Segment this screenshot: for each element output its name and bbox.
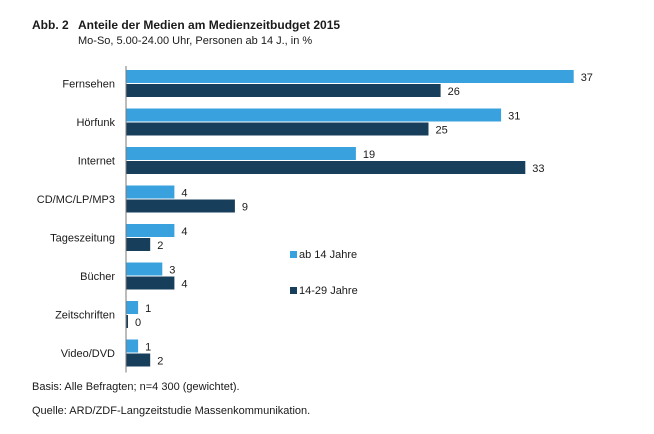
- bar-14-29-jahre-fernsehen: [126, 84, 441, 97]
- category-label-zeitschriften: Zeitschriften: [55, 310, 115, 322]
- bar-ab-14-jahre-internet: [126, 147, 356, 160]
- legend-label-ab-14-jahre: ab 14 Jahre: [299, 249, 357, 261]
- figure-number: Abb. 2: [32, 18, 69, 32]
- bar-ab-14-jahre-buecher: [126, 262, 163, 276]
- bar-14-29-jahre-cd-mc-lp-mp3: [126, 199, 235, 213]
- value-label-ab-14-jahre-zeitschriften: 1: [145, 303, 151, 315]
- category-label-cd-mc-lp-mp3: CD/MC/LP/MP3: [37, 194, 115, 206]
- legend: ab 14 Jahre 14-29 Jahre: [290, 249, 358, 297]
- legend-label-14-29-jahre: 14-29 Jahre: [299, 285, 358, 297]
- value-label-14-29-jahre-fernsehen: 26: [448, 86, 460, 98]
- source-note: Quelle: ARD/ZDF-Langzeitstudie Massenkom…: [32, 405, 311, 417]
- value-label-ab-14-jahre-buecher: 3: [169, 265, 175, 277]
- bar-ab-14-jahre-tageszeitung: [126, 224, 175, 237]
- category-label-fernsehen: Fernsehen: [62, 79, 115, 91]
- value-label-ab-14-jahre-hoerfunk: 31: [508, 111, 520, 123]
- value-label-14-29-jahre-zeitschriften: 0: [135, 317, 141, 329]
- value-label-14-29-jahre-cd-mc-lp-mp3: 9: [242, 202, 248, 214]
- value-label-14-29-jahre-hoerfunk: 25: [436, 125, 448, 137]
- bar-ab-14-jahre-cd-mc-lp-mp3: [126, 185, 175, 199]
- bar-ab-14-jahre-zeitschriften: [126, 301, 139, 314]
- value-label-14-29-jahre-buecher: 4: [181, 279, 187, 291]
- value-label-14-29-jahre-internet: 33: [532, 163, 544, 175]
- legend-swatch-ab-14-jahre: [290, 251, 297, 258]
- bar-14-29-jahre-tageszeitung: [126, 238, 151, 251]
- value-label-14-29-jahre-video-dvd: 2: [157, 356, 163, 368]
- category-label-internet: Internet: [78, 156, 115, 168]
- value-label-ab-14-jahre-video-dvd: 1: [145, 342, 151, 354]
- bar-ab-14-jahre-video-dvd: [126, 339, 139, 353]
- value-label-ab-14-jahre-cd-mc-lp-mp3: 4: [181, 188, 187, 200]
- category-label-video-dvd: Video/DVD: [61, 348, 115, 360]
- figure-title: Anteile der Medien am Medienzeitbudget 2…: [78, 18, 341, 32]
- basis-note: Basis: Alle Befragten; n=4 300 (gewichte…: [32, 381, 240, 393]
- value-label-ab-14-jahre-internet: 19: [363, 149, 375, 161]
- bar-ab-14-jahre-fernsehen: [126, 70, 574, 83]
- chart-subtitle: Mo-So, 5.00-24.00 Uhr, Personen ab 14 J.…: [78, 35, 313, 47]
- category-label-hoerfunk: Hörfunk: [76, 117, 115, 129]
- category-label-buecher: Bücher: [80, 271, 115, 283]
- legend-swatch-14-29-jahre: [290, 287, 297, 294]
- bar-14-29-jahre-internet: [126, 161, 526, 174]
- chart-title: Abb. 2 Anteile der Medien am Medienzeitbu…: [32, 18, 340, 32]
- value-label-ab-14-jahre-fernsehen: 37: [581, 72, 593, 84]
- value-label-ab-14-jahre-tageszeitung: 4: [181, 226, 187, 238]
- bar-14-29-jahre-buecher: [126, 276, 175, 290]
- bars-layer: Fernsehen3726Hörfunk3125Internet1933CD/M…: [37, 66, 593, 373]
- bar-ab-14-jahre-hoerfunk: [126, 108, 502, 122]
- bar-14-29-jahre-video-dvd: [126, 353, 151, 367]
- value-label-14-29-jahre-tageszeitung: 2: [157, 240, 163, 252]
- category-label-tageszeitung: Tageszeitung: [50, 233, 115, 245]
- bar-14-29-jahre-hoerfunk: [126, 122, 429, 136]
- bar-14-29-jahre-zeitschriften: [126, 315, 128, 328]
